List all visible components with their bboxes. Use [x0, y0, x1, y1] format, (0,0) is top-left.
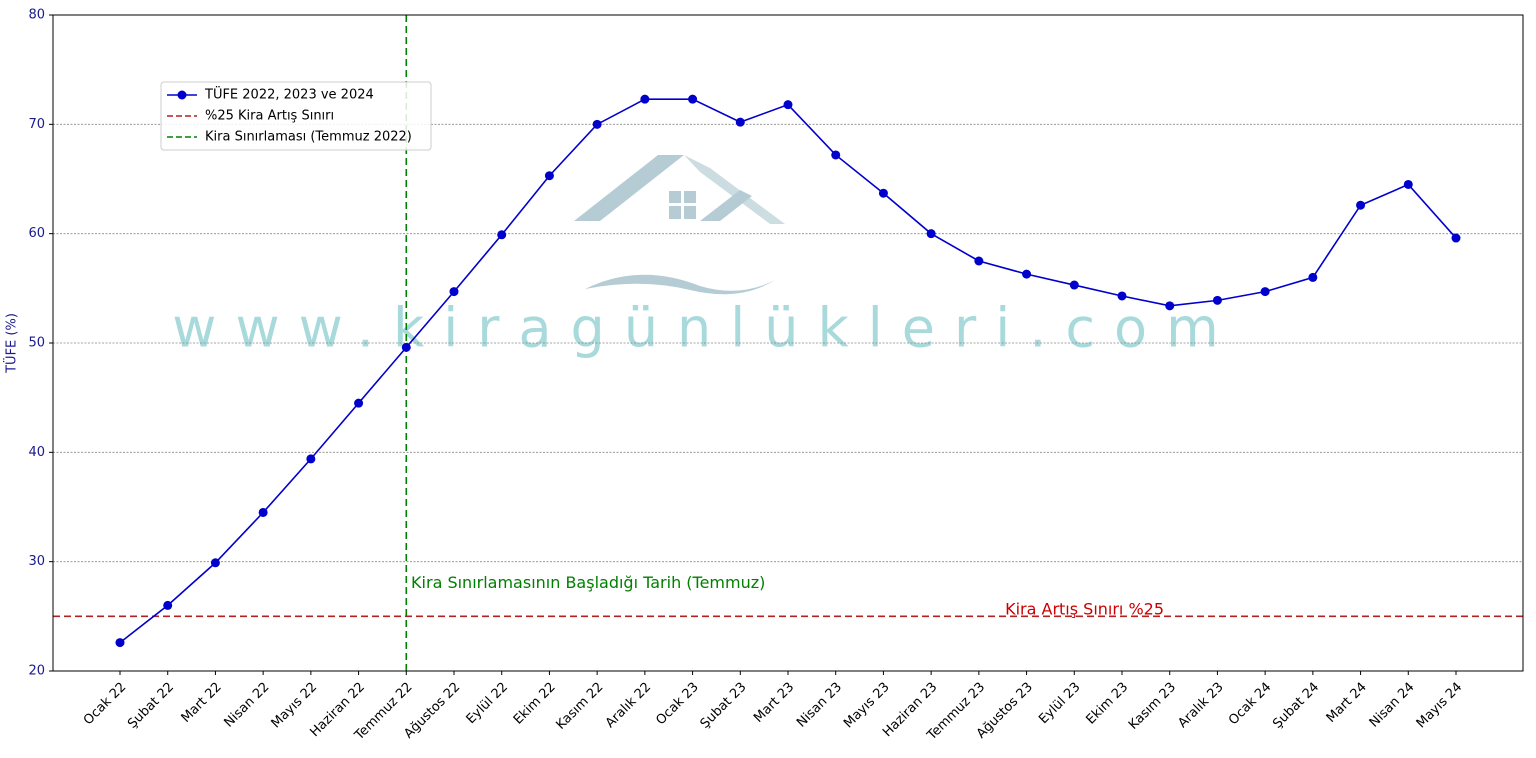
data-point [1308, 272, 1318, 282]
data-point [1212, 295, 1222, 305]
data-point [688, 94, 698, 104]
legend-label: %25 Kira Artış Sınırı [205, 109, 334, 124]
data-point [1451, 233, 1461, 243]
legend-label: Kira Sınırlaması (Temmuz 2022) [205, 130, 412, 145]
data-point [878, 188, 888, 198]
data-point [592, 119, 602, 129]
data-point [1117, 291, 1127, 301]
data-point [449, 287, 459, 297]
plot-frame [52, 14, 1524, 672]
y-tick-label: 40 [28, 445, 45, 460]
data-point [1165, 301, 1175, 311]
y-tick-label: 60 [28, 226, 45, 241]
legend-marker [177, 90, 187, 100]
legend-label: TÜFE 2022, 2023 ve 2024 [204, 86, 374, 103]
y-tick-label: 70 [28, 117, 45, 132]
y-tick-label: 50 [28, 336, 45, 351]
watermark: www.kiragünlükleri.com [172, 297, 1237, 360]
y-tick-label: 30 [28, 554, 45, 569]
data-point [497, 230, 507, 240]
data-point [115, 638, 125, 648]
data-point [831, 150, 841, 160]
data-point [783, 100, 793, 110]
data-point [926, 229, 936, 239]
data-point [163, 600, 173, 610]
data-point [1403, 179, 1413, 189]
data-point [1022, 269, 1032, 279]
y-tick-label: 80 [28, 8, 45, 23]
data-point [306, 454, 316, 464]
data-point [354, 398, 364, 408]
data-point [210, 558, 220, 568]
annotation: Kira Sınırlamasının Başladığı Tarih (Tem… [411, 573, 765, 592]
data-point [735, 117, 745, 127]
data-point [640, 94, 650, 104]
y-tick-label: 20 [28, 664, 45, 679]
data-point [1260, 287, 1270, 297]
data-point [1356, 200, 1366, 210]
y-axis-label: TÜFE (%) [3, 313, 20, 374]
logo [574, 155, 785, 295]
data-point [974, 256, 984, 266]
legend-box [160, 81, 432, 151]
annotation: Kira Artış Sınırı %25 [1005, 599, 1164, 618]
data-point [544, 171, 554, 181]
data-point [401, 342, 411, 352]
data-point [258, 507, 268, 517]
data-point [1069, 280, 1079, 290]
